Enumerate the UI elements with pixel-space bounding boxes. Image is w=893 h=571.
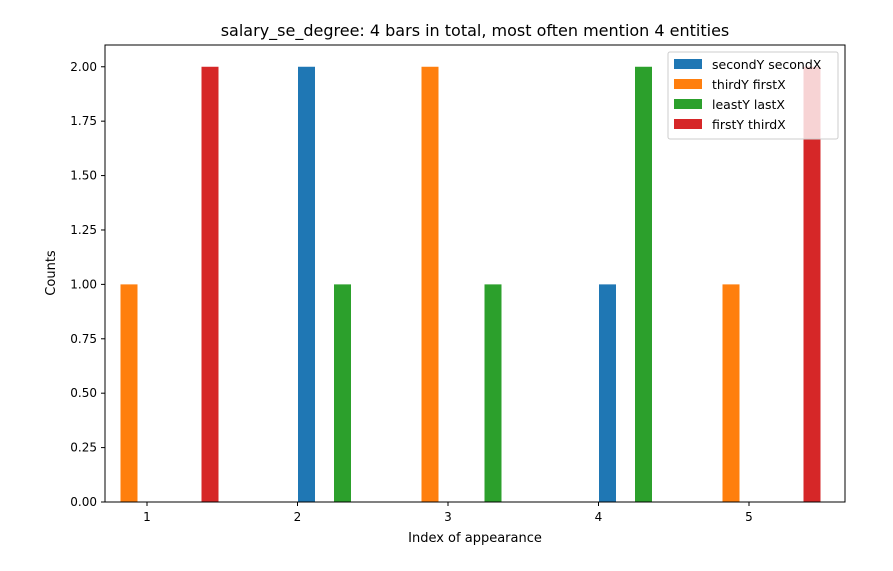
legend-swatch bbox=[674, 119, 702, 129]
y-axis-label: Counts bbox=[44, 250, 59, 296]
legend-label: firstY thirdX bbox=[712, 117, 786, 132]
legend: secondY secondX thirdY firstX leastY lastX… bbox=[667, 51, 839, 140]
legend-label: secondY secondX bbox=[712, 57, 822, 72]
bar-3-4 bbox=[635, 66, 652, 502]
bar-4-1 bbox=[201, 66, 219, 502]
y-tick-label: 0.50 bbox=[70, 386, 97, 400]
y-tick-label: 0.00 bbox=[70, 495, 97, 509]
x-tick-label: 4 bbox=[595, 510, 603, 524]
legend-box bbox=[667, 51, 839, 140]
bar-2-5 bbox=[722, 284, 740, 502]
chart-title: salary_se_degree: 4 bars in total, most … bbox=[221, 21, 730, 41]
y-tick-label: 1.75 bbox=[70, 114, 97, 128]
bar-1-4 bbox=[599, 284, 616, 502]
legend-label: leastY lastX bbox=[712, 97, 785, 112]
y-tick-label: 0.25 bbox=[70, 441, 97, 455]
y-axis: 0.00 0.25 0.50 0.75 1.00 1.25 1.50 1.75 2.00 bbox=[70, 60, 105, 509]
legend-label: thirdY firstX bbox=[712, 77, 786, 92]
x-tick-label: 1 bbox=[143, 510, 151, 524]
bar-1-2 bbox=[298, 66, 315, 502]
bar-4-5 bbox=[803, 66, 821, 502]
legend-swatch bbox=[674, 99, 702, 109]
bar-2-1 bbox=[120, 284, 138, 502]
legend-swatch bbox=[674, 59, 702, 69]
legend-swatch bbox=[674, 79, 702, 89]
y-tick-label: 1.00 bbox=[70, 277, 97, 291]
x-axis: 1 2 3 4 5 bbox=[143, 502, 753, 524]
y-tick-label: 1.50 bbox=[70, 169, 97, 183]
bars-group bbox=[120, 66, 821, 502]
bar-3-2 bbox=[334, 284, 351, 502]
y-tick-label: 2.00 bbox=[70, 60, 97, 74]
bar-2-3 bbox=[421, 66, 439, 502]
bar-3-3 bbox=[484, 284, 502, 502]
x-tick-label: 3 bbox=[444, 510, 452, 524]
plot-frame bbox=[104, 44, 846, 503]
x-axis-label: Index of appearance bbox=[408, 531, 542, 546]
y-tick-label: 1.25 bbox=[70, 223, 97, 237]
x-tick-label: 5 bbox=[745, 510, 753, 524]
x-tick-label: 2 bbox=[294, 510, 302, 524]
y-tick-label: 0.75 bbox=[70, 332, 97, 346]
